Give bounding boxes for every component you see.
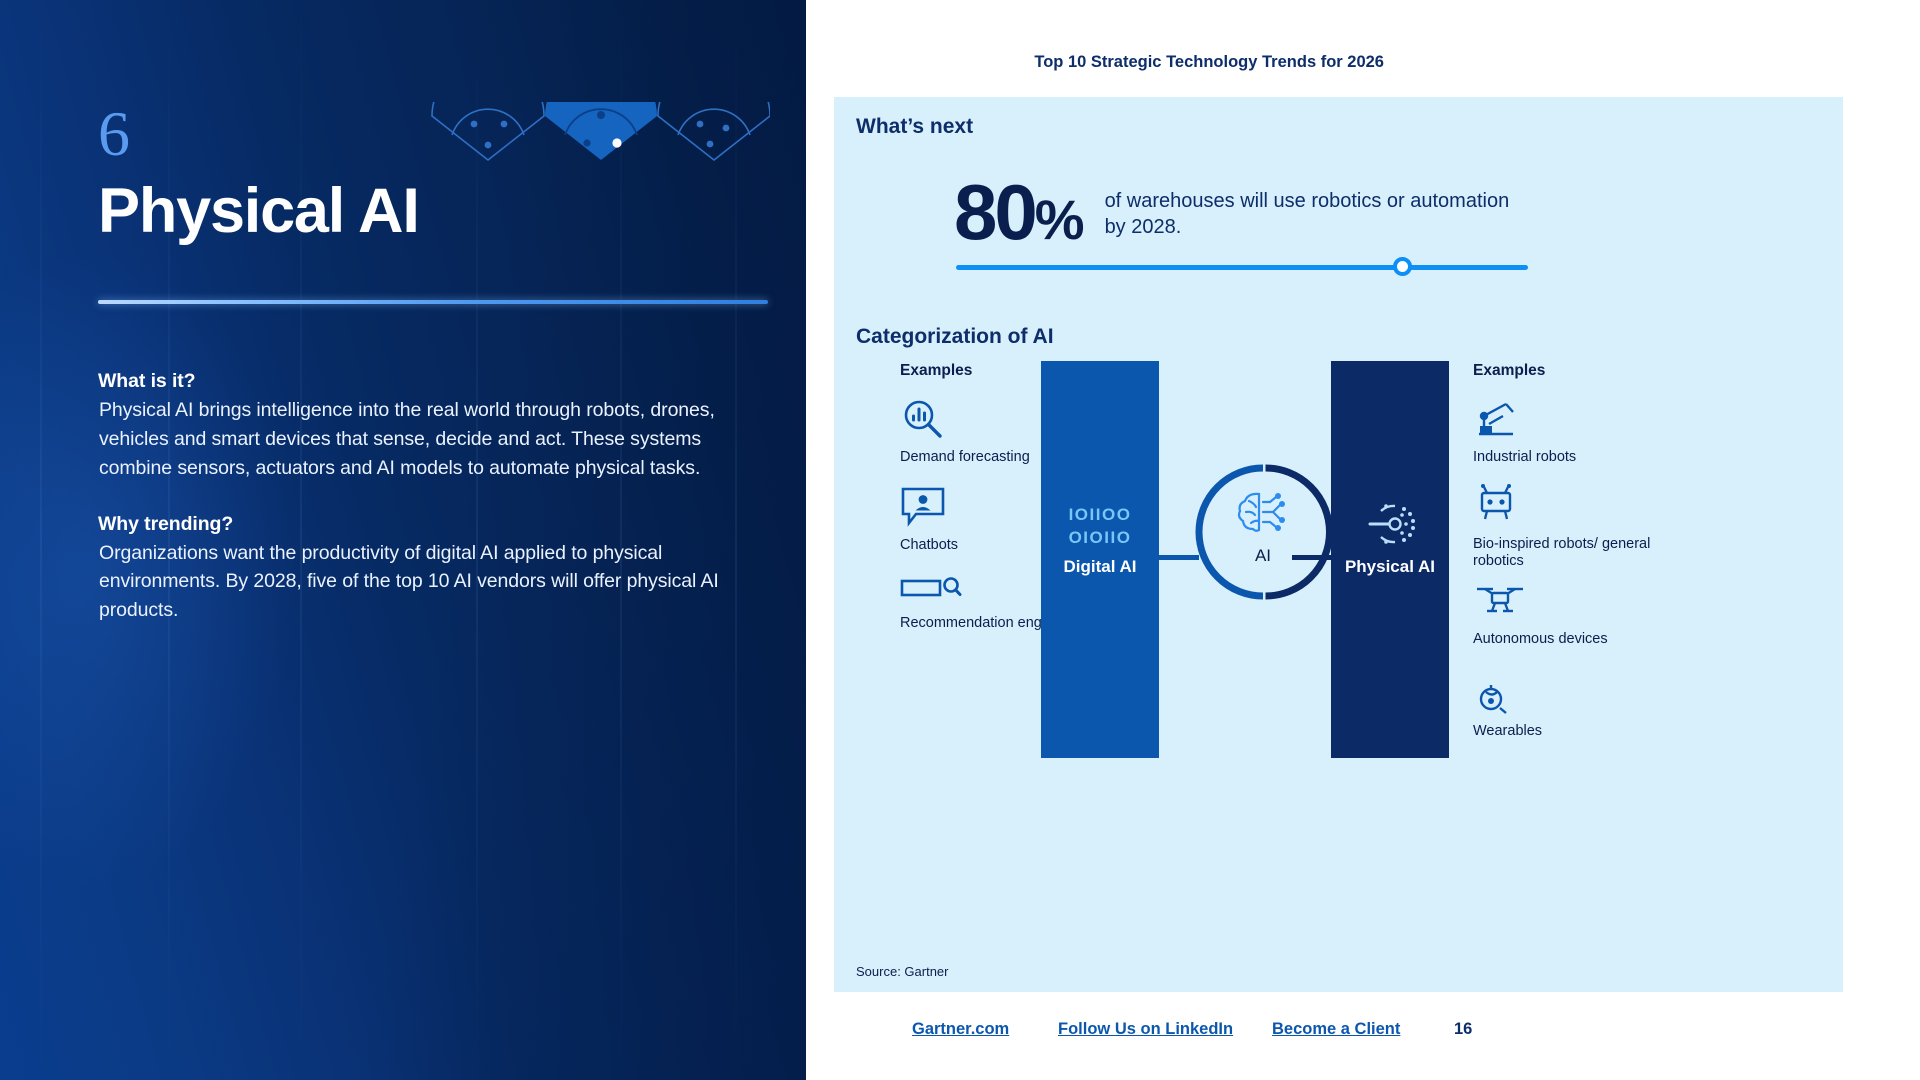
body-copy: What is it? Physical AI brings intellige…	[98, 370, 758, 625]
panel-streak	[476, 0, 478, 1080]
document-header-title: Top 10 Strategic Technology Trends for 2…	[1034, 53, 1384, 71]
source-note: Source: Gartner	[856, 964, 949, 979]
ai-hub: AI	[1193, 462, 1333, 602]
signal-fan-outline-icon	[431, 102, 545, 162]
digital-ai-label: Digital AI	[1063, 557, 1137, 576]
slider-track	[956, 265, 1528, 270]
list-item-label: Demand forecasting	[900, 449, 1030, 465]
binary-line-2: OIOIIO	[1068, 527, 1132, 547]
list-item: Bio-inspired robots/ general robotics	[1473, 483, 1673, 571]
right-content-area: Top 10 Strategic Technology Trends for 2…	[806, 0, 1920, 1080]
percent-symbol: %	[1034, 188, 1085, 251]
chat-person-icon	[900, 484, 1100, 530]
physical-ai-label: Physical AI	[1344, 557, 1436, 576]
digital-ai-column: IOIIOO OIOIIO Digital AI	[1041, 361, 1159, 758]
list-item: Autonomous devices	[1473, 578, 1673, 648]
footer: Gartner.com Follow Us on LinkedIn Become…	[806, 1020, 1920, 1064]
list-item: Chatbots	[900, 484, 1100, 554]
industrial-robot-arm-icon	[1473, 396, 1673, 442]
list-search-icon	[900, 574, 1100, 608]
footer-link-linkedin[interactable]: Follow Us on LinkedIn	[1058, 1020, 1234, 1038]
title-underline-rule	[98, 300, 768, 304]
categorization-diagram: Examples Examples	[834, 361, 1843, 922]
statistic-value: 80%	[954, 168, 1085, 256]
section-body-what-is-it: Physical AI brings intelligence into the…	[99, 399, 715, 479]
physical-ai-column: Physical AI	[1331, 361, 1449, 758]
trend-number: 6	[98, 98, 130, 169]
panel-streak	[300, 0, 302, 1080]
list-item: Industrial robots	[1473, 396, 1673, 466]
list-item-label: Bio-inspired robots/ general robotics	[1473, 536, 1651, 570]
list-item-label: Wearables	[1473, 723, 1543, 739]
panel-streak	[168, 0, 170, 1080]
left-title-panel: 6	[0, 0, 806, 1080]
binary-decoration: IOIIOO OIOIIO	[1041, 504, 1159, 550]
section-heading-why-trending: Why trending?	[98, 512, 234, 535]
ai-hub-label: AI	[1254, 546, 1272, 565]
slider-knob[interactable]	[1392, 257, 1412, 276]
binary-line-1: IOIIOO	[1068, 505, 1132, 524]
list-item-label: Recommendation engines	[900, 615, 1069, 631]
list-item-label: Chatbots	[900, 537, 959, 553]
signal-fan-filled-icon	[545, 102, 657, 160]
list-item-label: Autonomous devices	[1473, 631, 1608, 647]
page-title: Physical AI	[98, 176, 420, 246]
page-number: 16	[1454, 1020, 1473, 1038]
brain-circuit-icon	[1193, 490, 1333, 534]
right-examples-heading: Examples	[1473, 362, 1546, 379]
left-examples-heading: Examples	[900, 362, 973, 379]
statistic-description: of warehouses will use robotics or autom…	[1104, 189, 1510, 239]
list-item: Wearables	[1473, 682, 1673, 740]
panel-streak	[40, 0, 42, 1080]
drone-icon	[1473, 578, 1673, 624]
panel-streak	[620, 0, 622, 1080]
section-body-why-trending: Organizations want the productivity of d…	[99, 541, 719, 622]
statistic-progress-slider[interactable]	[956, 257, 1528, 277]
connector-digital-to-hub	[1159, 555, 1199, 560]
list-item: Demand forecasting	[900, 396, 1100, 466]
panel-streak	[735, 0, 737, 1080]
list-item: Recommendation engines	[900, 574, 1100, 632]
bio-inspired-robot-icon	[1473, 483, 1673, 529]
panel-glow	[0, 250, 300, 890]
signal-fan-outline-icon	[657, 102, 770, 162]
magnifier-bar-chart-icon	[900, 396, 1100, 442]
footer-link-gartner-com[interactable]: Gartner.com	[912, 1020, 1010, 1038]
section-heading-what-is-it: What is it?	[98, 370, 196, 392]
list-item-label: Industrial robots	[1473, 449, 1577, 465]
sensor-radar-icon	[1331, 501, 1449, 547]
whats-next-heading: What’s next	[856, 115, 974, 138]
decorative-icon-row	[430, 102, 770, 162]
categorization-heading: Categorization of AI	[856, 325, 1054, 348]
hub-split-ring	[1195, 464, 1333, 600]
smartwatch-wearable-icon	[1473, 682, 1673, 716]
footer-link-become-a-client[interactable]: Become a Client	[1272, 1020, 1401, 1038]
content-card: What’s next 80% of warehouses will use r…	[834, 97, 1843, 992]
connector-hub-to-physical	[1292, 555, 1332, 560]
statistic-block: 80% of warehouses will use robotics or a…	[954, 168, 1824, 256]
